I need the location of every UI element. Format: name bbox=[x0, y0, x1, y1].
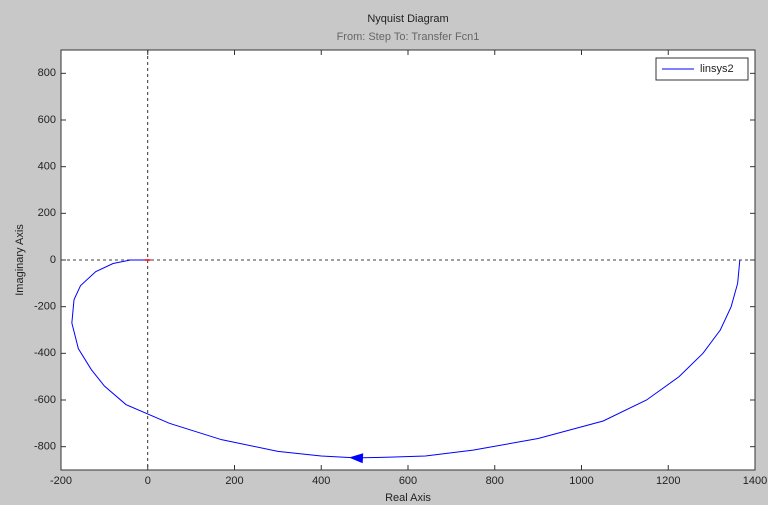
x-axis-label: Real Axis bbox=[385, 492, 431, 504]
x-tick-label: 200 bbox=[225, 475, 243, 487]
x-tick-label: 1200 bbox=[656, 475, 680, 487]
x-tick-label: 1400 bbox=[743, 475, 767, 487]
x-tick-label: 800 bbox=[486, 475, 504, 487]
chart-title: Nyquist Diagram bbox=[367, 13, 448, 25]
x-tick-label: 0 bbox=[145, 475, 151, 487]
x-tick-label: 400 bbox=[312, 475, 330, 487]
y-tick-label: 600 bbox=[38, 114, 56, 126]
legend-box bbox=[655, 57, 749, 81]
direction-arrow bbox=[348, 453, 364, 464]
chart-subtitle: From: Step To: Transfer Fcn1 bbox=[337, 31, 480, 43]
y-axis-label: Imaginary Axis bbox=[14, 224, 26, 296]
legend-label: linsys2 bbox=[700, 63, 734, 75]
x-tick-label: 600 bbox=[399, 475, 417, 487]
y-tick-label: -400 bbox=[34, 347, 56, 359]
y-tick-label: 800 bbox=[38, 67, 56, 79]
y-tick-label: -800 bbox=[34, 441, 56, 453]
y-tick-label: 0 bbox=[50, 254, 56, 266]
y-tick-label: -200 bbox=[34, 301, 56, 313]
x-tick-label: -200 bbox=[50, 475, 72, 487]
y-tick-label: -600 bbox=[34, 394, 56, 406]
y-tick-label: 200 bbox=[38, 207, 56, 219]
series-line bbox=[71, 259, 741, 459]
x-tick-label: 1000 bbox=[569, 475, 593, 487]
y-tick-label: 400 bbox=[38, 161, 56, 173]
